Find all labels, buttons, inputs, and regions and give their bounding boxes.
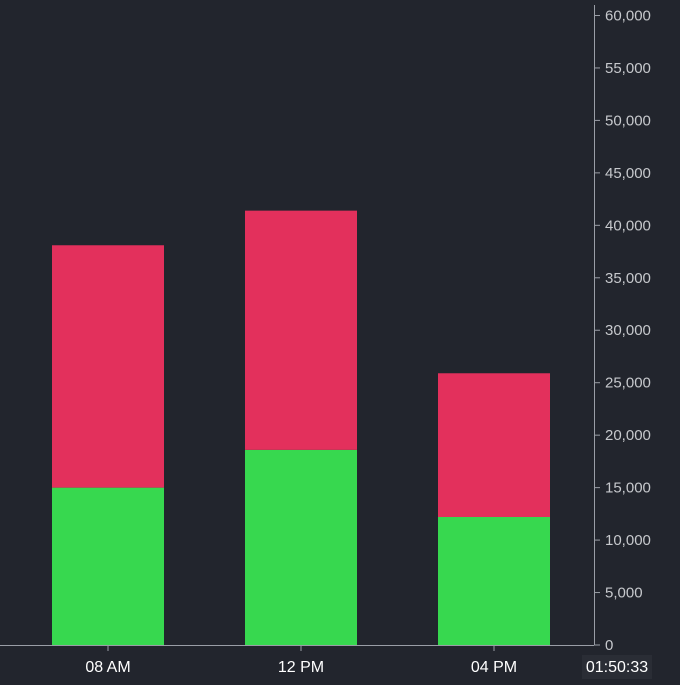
- bar-red-1: [245, 210, 357, 450]
- y-axis: 0 5,000 10,000 15,000 20,000 25,000 30,000 35,0…: [594, 5, 651, 654]
- y-tick-label-12: 60,000: [605, 7, 651, 24]
- current-time-background: [582, 655, 652, 679]
- y-tick-label-1: 5,000: [605, 585, 643, 602]
- current-time-text: 01:50:33: [586, 659, 648, 676]
- y-tick-label-5: 25,000: [605, 375, 651, 392]
- y-tick-label-11: 55,000: [605, 60, 651, 77]
- y-tick-label-3: 15,000: [605, 480, 651, 497]
- y-tick-label-10: 50,000: [605, 112, 651, 129]
- x-tick-label-2: 04 PM: [471, 659, 517, 676]
- y-tick-label-0: 0: [605, 637, 613, 654]
- x-tick-label-0: 08 AM: [85, 659, 130, 676]
- y-tick-label-7: 35,000: [605, 270, 651, 287]
- bar-red-2: [438, 373, 550, 517]
- y-tick-label-4: 20,000: [605, 427, 651, 444]
- bar-green-2: [438, 517, 550, 645]
- bars-layer: [52, 210, 550, 645]
- y-tick-label-8: 40,000: [605, 217, 651, 234]
- y-tick-label-2: 10,000: [605, 532, 651, 549]
- bar-green-0: [52, 487, 164, 645]
- y-tick-label-9: 45,000: [605, 165, 651, 182]
- x-tick-label-1: 12 PM: [278, 659, 324, 676]
- current-time-label: 01:50:33: [582, 655, 652, 679]
- y-tick-label-6: 30,000: [605, 322, 651, 339]
- x-axis: 08 AM 12 PM 04 PM: [0, 645, 594, 676]
- bar-red-0: [52, 245, 164, 488]
- bar-green-1: [245, 449, 357, 645]
